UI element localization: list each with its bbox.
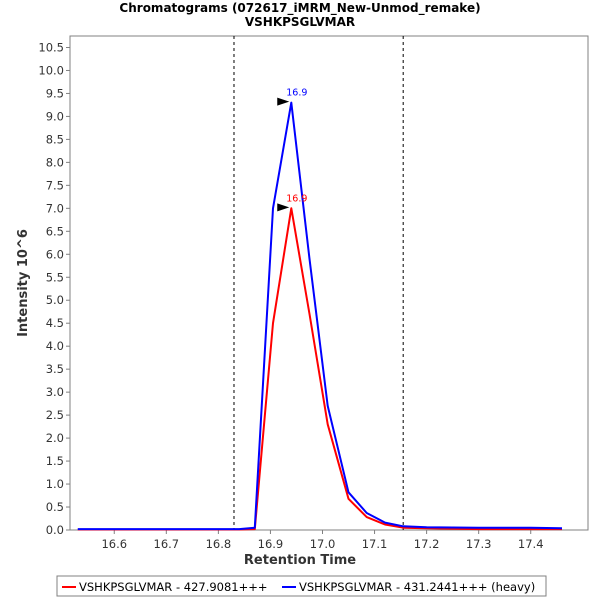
legend: VSHKPSGLVMAR - 427.9081+++ VSHKPSGLVMAR … xyxy=(56,575,547,597)
x-tick-label: 16.9 xyxy=(258,537,284,551)
peak-arrow xyxy=(277,203,290,212)
y-tick-label: 6.5 xyxy=(46,224,64,238)
chart-subtitle: VSHKPSGLVMAR xyxy=(245,15,355,29)
y-tick-label: 2.5 xyxy=(46,408,64,422)
y-tick-label: 9.0 xyxy=(46,109,64,123)
peak-arrow xyxy=(277,97,290,106)
y-tick-label: 4.0 xyxy=(46,339,64,353)
peak-label: 16.9 xyxy=(286,88,307,99)
peak-markers: 16.9 16.9 xyxy=(277,88,307,212)
series-line-heavy xyxy=(77,101,563,531)
y-tick-label: 8.5 xyxy=(46,132,64,146)
y-tick-label: 10.5 xyxy=(38,40,64,54)
series-lines xyxy=(77,101,563,531)
x-tick-label: 16.8 xyxy=(206,537,232,551)
legend-entry-light: VSHKPSGLVMAR - 427.9081+++ xyxy=(79,580,268,594)
y-tick-label: 7.0 xyxy=(46,201,64,215)
y-tick-label: 4.5 xyxy=(46,316,64,330)
x-tick-label: 17.0 xyxy=(310,537,336,551)
peak-label: 16.9 xyxy=(286,193,307,204)
legend-entry-heavy: VSHKPSGLVMAR - 431.2441+++ (heavy) xyxy=(299,580,535,594)
y-tick-label: 1.5 xyxy=(46,454,64,468)
y-axis: 0.0 0.5 1.0 1.5 2.0 2.5 3.0 3.5 4.0 4.5 5.0 5.5 6.0 6… xyxy=(38,40,70,537)
y-tick-label: 1.0 xyxy=(46,477,64,491)
y-tick-label: 7.5 xyxy=(46,178,64,192)
x-tick-label: 17.3 xyxy=(466,537,492,551)
x-tick-label: 17.2 xyxy=(414,537,440,551)
y-tick-label: 6.0 xyxy=(46,247,64,261)
legend-box xyxy=(56,575,547,597)
x-tick-label: 16.6 xyxy=(101,537,127,551)
y-tick-label: 5.0 xyxy=(46,293,64,307)
x-axis-label: Retention Time xyxy=(244,553,356,568)
y-tick-label: 8.0 xyxy=(46,155,64,169)
x-tick-label: 16.7 xyxy=(154,537,180,551)
x-axis: 16.6 16.7 16.8 16.9 17.0 17.1 17.2 17.3 17.4 xyxy=(101,530,544,551)
y-tick-label: 5.5 xyxy=(46,270,64,284)
x-tick-label: 17.4 xyxy=(518,537,544,551)
y-tick-label: 9.5 xyxy=(46,86,64,100)
y-tick-label: 10.0 xyxy=(38,63,64,77)
y-tick-label: 0.0 xyxy=(46,523,64,537)
y-tick-label: 2.0 xyxy=(46,431,64,445)
plot-area xyxy=(69,35,589,531)
y-tick-label: 0.5 xyxy=(46,500,64,514)
y-tick-label: 3.0 xyxy=(46,385,64,399)
chart-title: Chromatograms (072617_iMRM_New-Unmod_rem… xyxy=(119,1,480,16)
x-tick-label: 17.1 xyxy=(362,537,388,551)
y-tick-label: 3.5 xyxy=(46,362,64,376)
peak-boundaries xyxy=(233,36,404,530)
y-axis-label: Intensity 10^6 xyxy=(16,229,31,337)
